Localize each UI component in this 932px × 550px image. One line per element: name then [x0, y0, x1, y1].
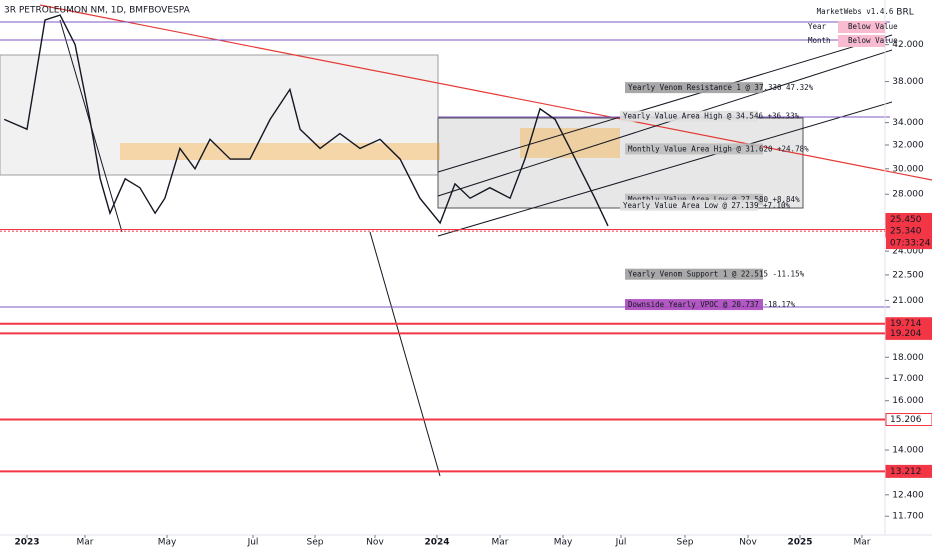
x-tick-label: Mar — [854, 538, 871, 548]
currency: BRL — [896, 8, 913, 18]
x-tick-label: Jul — [615, 538, 627, 548]
table-cell-text: Month — [808, 36, 831, 45]
x-tick-label: May — [554, 538, 573, 548]
annotation-box — [625, 143, 763, 155]
countdown-box — [886, 237, 932, 250]
x-tick-label: Mar — [77, 538, 94, 548]
price-label: 19.204 — [890, 329, 922, 339]
annotation-box — [620, 199, 758, 211]
table-cell-text: Below Value — [848, 36, 898, 45]
annotation-box — [620, 110, 758, 122]
annotation-box — [625, 82, 763, 94]
y-tick-label: 17.000 — [892, 374, 924, 384]
price-label-box — [885, 464, 932, 478]
y-tick-label: 30.000 — [892, 164, 924, 174]
channel-line — [437, 34, 893, 173]
annotation-box — [625, 299, 763, 311]
table-cell-text: Below Value — [848, 22, 898, 31]
price-line — [3, 14, 609, 227]
y-tick-label: 42.000 — [892, 40, 924, 50]
table-title: MarketWebs v1.4.6 — [817, 7, 894, 16]
annotation: Yearly Value Area Low @ 27.139 +7.10% — [623, 201, 791, 210]
annotation: Yearly Value Area High @ 34.546 +36.33% — [623, 112, 800, 121]
x-tick-label: Jul — [247, 538, 259, 548]
x-tick-label: May — [158, 538, 177, 548]
x-tick-label: 2023 — [14, 538, 39, 548]
table-cell — [838, 21, 885, 33]
y-tick-label: 38.000 — [892, 77, 924, 87]
y-tick-label: 32.000 — [892, 140, 924, 150]
price-label: 13.212 — [890, 467, 922, 477]
trend-line — [369, 231, 441, 477]
channel-line — [437, 49, 893, 197]
x-tick-label: Nov — [366, 538, 384, 548]
y-tick-label: 12.400 — [892, 490, 924, 500]
annotation-box — [625, 193, 763, 205]
price-label: 15.206 — [890, 415, 922, 425]
y-tick-label: 16.000 — [892, 396, 924, 406]
price-label: 19.714 — [890, 319, 922, 329]
y-tick-label: 28.000 — [892, 190, 924, 200]
y-tick-label: 18.000 — [892, 353, 924, 363]
annotation: Monthly Value Area High @ 31.620 +24.78% — [628, 144, 809, 153]
x-tick-label: Mar — [492, 538, 509, 548]
chart-title: 3R PETROLEUMON NM, 1D, BMFBOVESPA — [4, 6, 191, 16]
trend-line — [39, 4, 932, 181]
range-box — [0, 54, 439, 176]
y-tick-label: 11.700 — [892, 512, 924, 522]
y-tick-label: 22.500 — [892, 270, 924, 280]
table-cell — [838, 35, 885, 47]
vpoc-zone — [120, 143, 440, 160]
annotation: Yearly Venom Support 1 @ 22.515 -11.15% — [628, 270, 805, 279]
price-label-box — [885, 413, 932, 427]
x-tick-label: 2025 — [787, 538, 812, 548]
x-tick-label: 2024 — [424, 538, 449, 548]
price-label-box — [885, 326, 932, 340]
countdown: 07:33:24 — [890, 239, 931, 249]
y-tick-label: 34.000 — [892, 118, 924, 128]
y-tick-label: 24.000 — [892, 247, 924, 257]
y-tick-label: 14.000 — [892, 446, 924, 456]
channel-line — [437, 101, 893, 237]
x-tick-label: Nov — [739, 538, 757, 548]
price-label: 25.450 — [890, 215, 922, 225]
table-cell-text: Year — [808, 22, 827, 31]
x-tick-label: Sep — [677, 538, 694, 548]
annotation: Yearly Venom Resistance 1 @ 37.330 47.32… — [628, 83, 814, 92]
y-tick-label: 21.000 — [892, 296, 924, 306]
annotation: Downside Yearly VPOC @ 20.737 -18.17% — [628, 300, 796, 309]
x-tick-label: Sep — [307, 538, 324, 548]
annotation: Monthly Value Area Low @ 27.580 +8.84% — [628, 195, 800, 204]
annotation-box — [625, 268, 763, 280]
price-label: 25.340 — [890, 227, 922, 237]
